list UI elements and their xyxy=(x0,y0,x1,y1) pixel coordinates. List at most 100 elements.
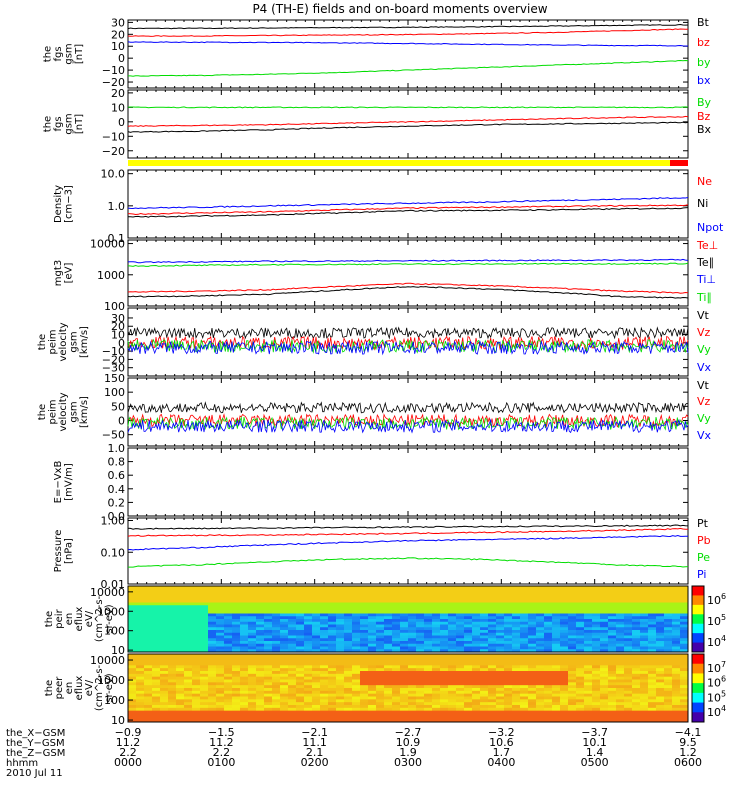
spectrogram-cell xyxy=(256,627,265,631)
spectrogram-cell xyxy=(488,676,497,680)
spectrogram-cell xyxy=(312,688,321,692)
spectrogram-cell xyxy=(432,586,441,590)
spectrogram-cell xyxy=(152,679,161,683)
spectrogram-cell xyxy=(480,665,489,669)
spectrogram-cell xyxy=(200,656,209,661)
spectrogram-cell xyxy=(672,705,681,709)
spectrogram-cell xyxy=(456,594,465,598)
spectrogram-cell xyxy=(584,643,593,647)
spectrogram-cell xyxy=(152,673,161,678)
spectrogram-cell xyxy=(392,591,401,595)
spectrogram-cell xyxy=(128,702,137,706)
spectrogram-cell xyxy=(328,705,337,709)
spectrogram-cell xyxy=(248,602,257,606)
spectrogram-cell xyxy=(680,599,689,603)
spectrogram-cell xyxy=(624,641,633,645)
spectrogram-cell xyxy=(512,716,521,720)
spectrogram-cell xyxy=(344,719,353,723)
spectrogram-cell xyxy=(208,643,217,647)
spectrogram-cell xyxy=(472,685,481,689)
spectrogram-cell xyxy=(240,627,249,631)
spectrogram-cell xyxy=(608,586,617,590)
spectrogram-cell xyxy=(240,616,249,620)
spectrogram-cell xyxy=(576,624,585,628)
spectrogram-cell xyxy=(600,710,609,714)
spectrogram-cell xyxy=(376,641,385,645)
y-tick-label: 0.2 xyxy=(108,496,126,509)
spectrogram-cell xyxy=(344,702,353,706)
spectrogram-cell xyxy=(544,608,553,612)
spectrogram-cell xyxy=(288,716,297,720)
spectrogram-cell xyxy=(424,621,433,625)
spectrogram-cell xyxy=(312,610,321,614)
spectrogram-cell xyxy=(312,624,321,628)
spectrogram-cell xyxy=(152,707,161,712)
spectrogram-cell xyxy=(672,627,681,631)
spectrogram-cell xyxy=(576,673,585,678)
spectrogram-cell xyxy=(320,588,329,592)
spectrogram-cell xyxy=(504,656,513,661)
spectrogram-cell xyxy=(440,586,449,590)
spectrogram-cell xyxy=(152,705,161,709)
spectrogram-cell xyxy=(632,654,641,658)
spectrogram-cell xyxy=(512,599,521,603)
spectrogram-cell xyxy=(248,702,257,706)
spectrogram-cell xyxy=(248,624,257,628)
spectrogram-cell xyxy=(488,685,497,689)
spectrogram-cell xyxy=(224,676,233,680)
spectrogram-cell xyxy=(448,627,457,631)
spectrogram-cell xyxy=(320,673,329,678)
spectrogram-cell xyxy=(192,702,201,706)
spectrogram-cell xyxy=(256,665,265,669)
spectrogram-cell xyxy=(280,707,289,712)
spectrogram-cell xyxy=(632,699,641,703)
spectrogram-cell xyxy=(456,676,465,680)
spectrogram-cell xyxy=(424,635,433,639)
spectrogram-cell xyxy=(632,597,641,601)
spectrogram-cell xyxy=(416,641,425,645)
spectrogram-cell xyxy=(176,621,185,625)
spectrogram-cell xyxy=(640,605,649,609)
spectrogram-cell xyxy=(368,716,377,720)
spectrogram-cell xyxy=(480,690,489,695)
y-tick-label: 50 xyxy=(111,400,125,413)
spectrogram-cell xyxy=(648,693,657,697)
spectrogram-cell xyxy=(632,673,641,678)
x-axis-row-value: 0500 xyxy=(581,756,609,769)
x-axis-row-value: 11.2 xyxy=(209,736,234,749)
spectrogram-cell xyxy=(456,586,465,590)
spectrogram-cell xyxy=(304,646,313,650)
spectrogram-cell xyxy=(512,624,521,628)
spectrogram-cell xyxy=(296,599,305,603)
spectrogram-cell xyxy=(264,643,273,647)
spectrogram-cell xyxy=(432,662,441,666)
spectrogram-cell xyxy=(480,605,489,609)
x-axis-row-value: 1.4 xyxy=(586,746,604,759)
spectrogram-cell xyxy=(440,602,449,606)
spectrogram-cell xyxy=(584,641,593,645)
spectrogram-cell xyxy=(552,696,561,700)
spectrogram-cell xyxy=(424,699,433,703)
spectrogram-cell xyxy=(176,693,185,697)
spectrogram-cell xyxy=(312,665,321,669)
spectrogram-cell xyxy=(432,679,441,683)
spectrogram-cell xyxy=(640,707,649,712)
spectrogram-cell xyxy=(288,668,297,672)
spectrogram-cell xyxy=(360,619,369,623)
spectrogram-cell xyxy=(416,616,425,620)
spectrogram-cell xyxy=(136,619,145,623)
spectrogram-cell xyxy=(632,668,641,672)
spectrogram-cell xyxy=(152,685,161,689)
spectrogram-cell xyxy=(528,688,537,692)
spectrogram-cell xyxy=(568,682,577,686)
spectrogram-cell xyxy=(544,682,553,686)
spectrogram-cell xyxy=(296,621,305,625)
spectrogram-cell xyxy=(544,668,553,672)
colorbar-frame xyxy=(691,653,705,723)
spectrogram-cell xyxy=(520,608,529,612)
spectrogram-cell xyxy=(392,597,401,601)
spectrogram-cell xyxy=(584,716,593,720)
spectrogram-cell xyxy=(376,646,385,650)
spectrogram-cell xyxy=(392,676,401,680)
spectrogram-cell xyxy=(504,710,513,714)
